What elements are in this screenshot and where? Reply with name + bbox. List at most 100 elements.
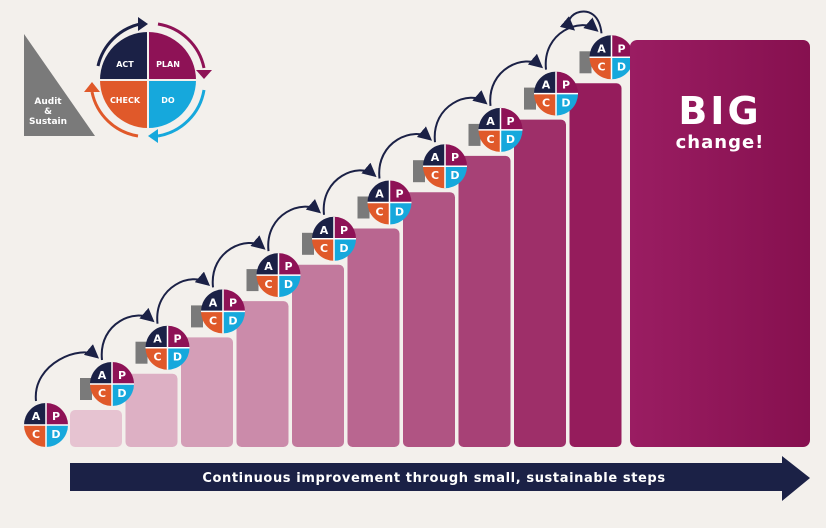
c-letter: C <box>209 314 217 327</box>
p-letter: P <box>52 410 60 423</box>
p-quadrant <box>389 180 412 203</box>
step-block <box>125 373 178 447</box>
cycle-arrow-plan-do <box>157 22 206 69</box>
p-letter: P <box>562 79 570 92</box>
d-letter: D <box>617 60 626 73</box>
p-letter: P <box>284 260 292 273</box>
c-letter: C <box>486 133 494 146</box>
step-arrow <box>433 90 488 143</box>
p-letter: P <box>506 115 514 128</box>
audit-tab <box>191 305 203 328</box>
step-block <box>292 264 344 447</box>
step-arrow <box>559 10 603 34</box>
c-letter: C <box>597 60 605 73</box>
check-quadrant <box>100 80 148 128</box>
c-quadrant <box>201 311 223 334</box>
step-arrow <box>544 17 599 70</box>
audit-tab <box>357 196 370 219</box>
d-quadrant <box>556 93 578 116</box>
mini-cycles: A PC DA PC DA PC DA PC DA PC DA PC DA PC DA PC DA PC DA PC D… <box>24 35 634 447</box>
act-label: ACT <box>116 60 134 69</box>
a-quadrant <box>312 216 334 239</box>
c-letter: C <box>98 387 106 400</box>
d-quadrant <box>500 129 523 152</box>
d-quadrant <box>223 311 245 334</box>
a-quadrant <box>145 325 168 348</box>
c-quadrant <box>24 425 46 447</box>
p-letter: P <box>451 151 459 164</box>
a-quadrant <box>478 107 501 130</box>
p-quadrant <box>556 71 578 94</box>
mini-pdca-cycle: A PC D <box>80 362 134 406</box>
a-letter: A <box>486 115 495 128</box>
step-block <box>236 301 289 447</box>
do-label: DO <box>161 96 175 105</box>
p-quadrant <box>46 403 68 425</box>
a-quadrant <box>256 253 279 276</box>
p-quadrant <box>500 107 523 130</box>
d-quadrant <box>389 202 412 225</box>
big-change-block: BIG change! <box>630 40 810 447</box>
p-quadrant <box>445 144 467 167</box>
d-quadrant <box>611 57 634 80</box>
c-letter: C <box>542 97 550 110</box>
do-quadrant <box>148 80 196 128</box>
step-block <box>458 155 511 447</box>
audit-tab <box>302 232 314 255</box>
d-quadrant <box>278 275 301 298</box>
audit-tab <box>135 341 148 364</box>
mini-pdca-cycle: A PC D <box>468 107 523 152</box>
c-quadrant <box>423 166 445 189</box>
audit-tab <box>468 123 481 146</box>
check-label: CHECK <box>110 96 141 105</box>
cycle-arrow-do-check <box>157 89 206 138</box>
audit-tab <box>524 87 536 110</box>
big-change-rect <box>630 40 810 447</box>
step-arrows <box>34 10 603 402</box>
a-letter: A <box>209 296 218 309</box>
a-letter: A <box>264 260 273 273</box>
step-block <box>347 228 400 447</box>
bottom-arrow: Continuous improvement through small, su… <box>70 456 810 501</box>
c-letter: C <box>320 242 328 255</box>
a-quadrant <box>589 35 612 58</box>
mini-pdca-cycle: A PC D <box>579 35 634 80</box>
a-letter: A <box>431 151 440 164</box>
a-letter: A <box>98 369 107 382</box>
d-quadrant <box>167 347 190 370</box>
p-quadrant <box>611 35 634 58</box>
mini-pdca-cycle: A PC D <box>524 71 578 116</box>
step-block <box>181 337 233 447</box>
audit-tab <box>246 269 259 292</box>
d-quadrant <box>112 384 134 406</box>
c-letter: C <box>153 351 161 364</box>
cycle-arrow-check-act <box>90 91 139 138</box>
mini-pdca-cycle: A PC D <box>302 216 356 261</box>
c-quadrant <box>90 384 112 406</box>
a-quadrant <box>367 180 390 203</box>
bottom-arrow-label: Continuous improvement through small, su… <box>202 471 665 486</box>
step-block <box>514 119 566 447</box>
mini-pdca-cycle: A PC D <box>246 253 301 298</box>
step-block <box>70 410 122 447</box>
mini-pdca-cycle: A PC D <box>135 325 190 370</box>
wedge-text-sustain: Sustain <box>29 117 67 127</box>
a-letter: A <box>597 42 606 55</box>
step-arrow <box>489 53 544 107</box>
p-letter: P <box>340 224 348 237</box>
pdca-cycle: ACT PLAN CHECK DO <box>84 17 212 143</box>
act-quadrant <box>100 32 148 80</box>
c-quadrant <box>256 275 279 298</box>
p-letter: P <box>617 42 625 55</box>
d-quadrant <box>445 166 467 189</box>
change-text: change! <box>676 132 765 153</box>
p-letter: P <box>395 188 403 201</box>
plan-quadrant <box>148 32 196 80</box>
c-letter: C <box>264 278 272 291</box>
audit-sustain-wedge: Audit & Sustain <box>24 34 95 136</box>
d-letter: D <box>284 278 293 291</box>
audit-tab <box>413 160 425 183</box>
c-letter: C <box>375 206 383 219</box>
a-quadrant <box>423 144 445 167</box>
